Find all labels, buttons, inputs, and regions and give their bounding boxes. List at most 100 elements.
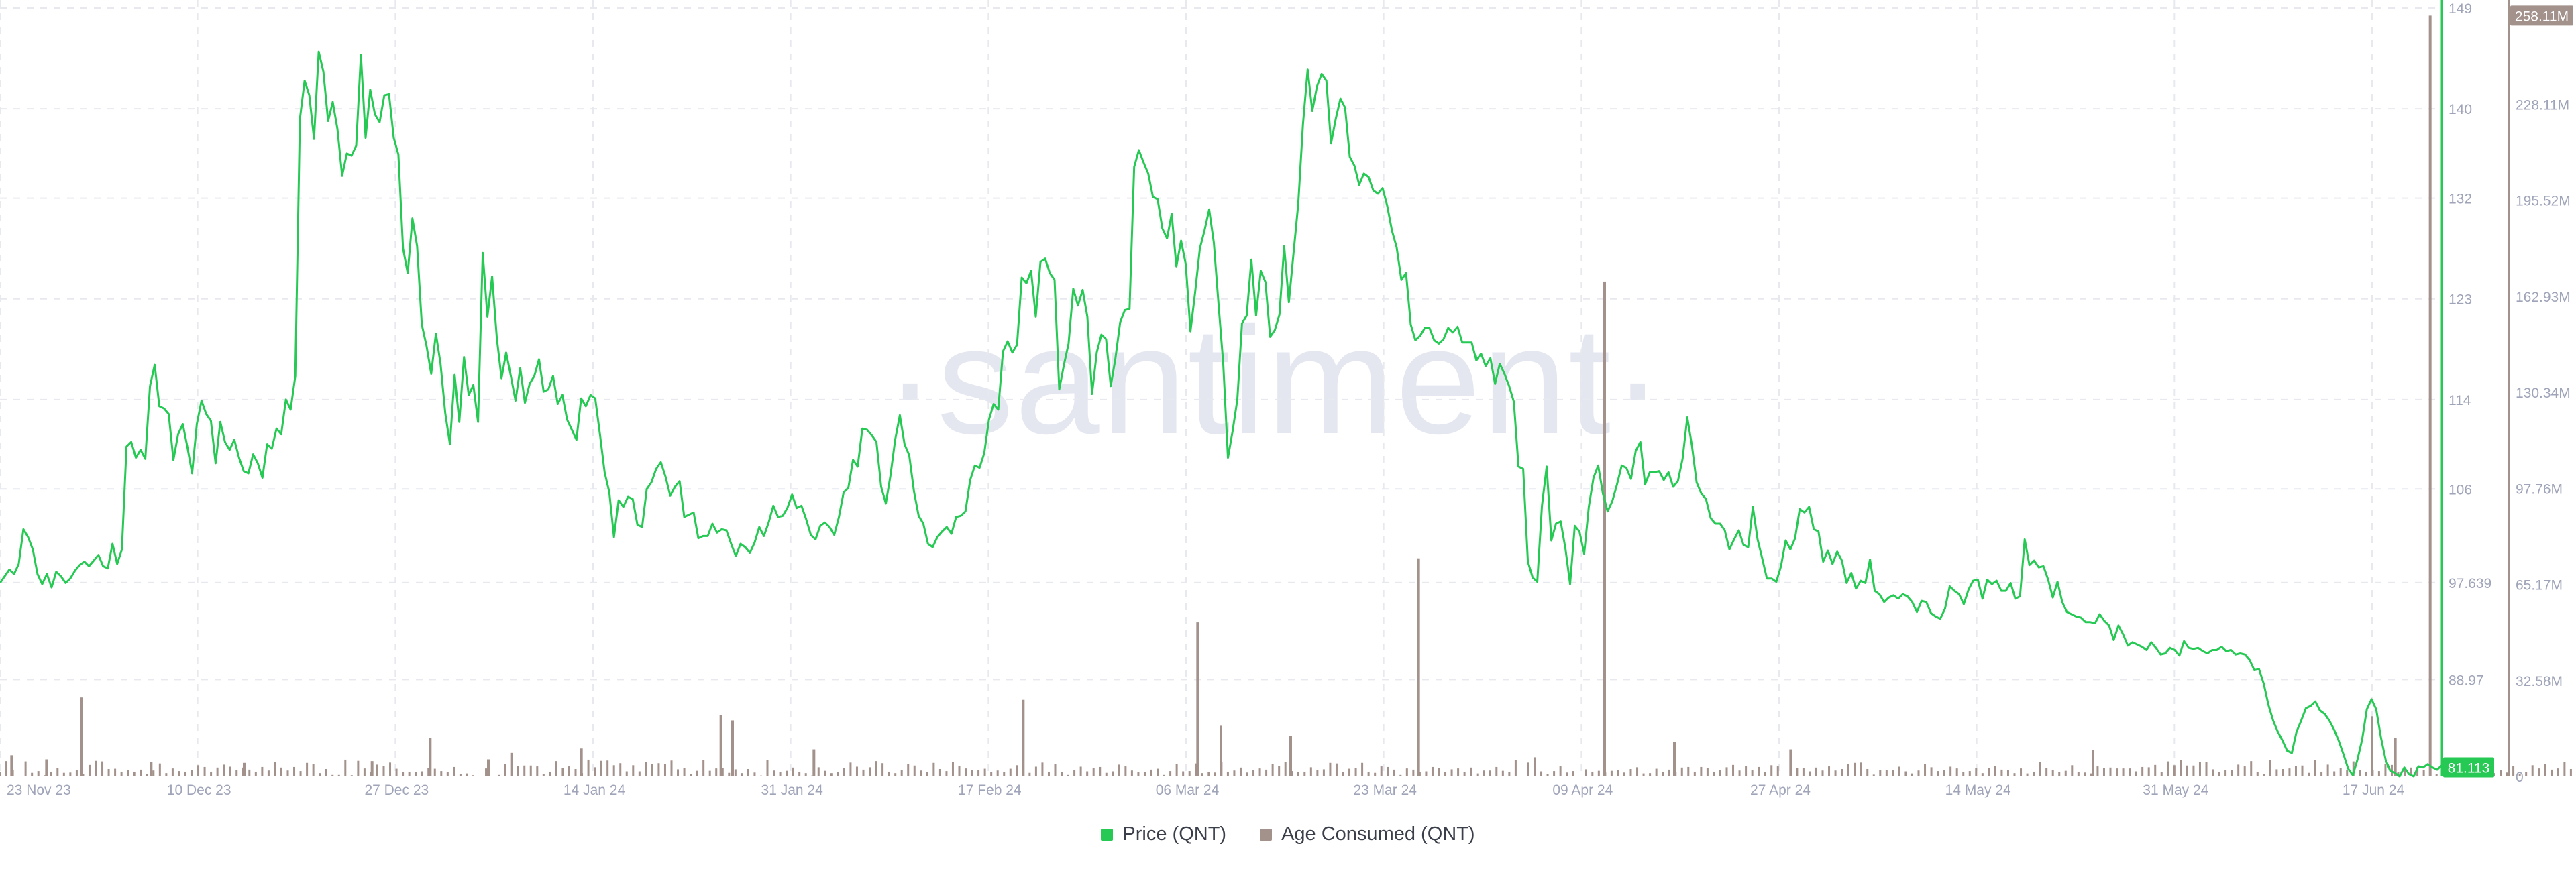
age-bar — [453, 766, 455, 776]
age-bar — [1073, 770, 1076, 776]
age-bar — [1047, 771, 1050, 776]
age-bar — [1233, 770, 1236, 776]
age-bar — [1438, 768, 1440, 776]
age-bar — [1943, 770, 1945, 776]
age-bar — [0, 772, 1, 776]
age-bar — [274, 762, 276, 776]
age-spike — [1289, 736, 1292, 776]
age-bar — [248, 769, 251, 776]
age-bar — [1399, 774, 1402, 776]
legend-label-price: Price (QNT) — [1122, 823, 1227, 845]
x-tick-label: 14 May 24 — [1945, 782, 2011, 798]
age-bar — [1309, 767, 1312, 776]
age-spike — [370, 761, 374, 776]
age-bar — [2352, 761, 2355, 776]
age-bar — [945, 771, 948, 776]
age-bar — [504, 764, 506, 776]
age-bar — [1387, 766, 1389, 776]
legend-item-age[interactable]: Age Consumed (QNT) — [1260, 823, 1475, 845]
age-bar — [2404, 769, 2406, 776]
age-bar — [223, 764, 225, 776]
x-tick-label: 17 Feb 24 — [958, 782, 1022, 798]
age-bar — [708, 770, 711, 776]
age-bar — [146, 774, 148, 776]
age-bar — [632, 765, 635, 776]
age-bar — [446, 772, 449, 776]
age-bar — [996, 770, 999, 776]
age-bar — [2531, 765, 2534, 776]
age-bar — [62, 772, 65, 776]
age-bar — [280, 767, 282, 776]
age-bar — [350, 775, 353, 776]
age-bar — [433, 768, 436, 776]
age-bar — [2384, 764, 2387, 776]
age-bar — [2147, 767, 2150, 776]
age-bar — [555, 761, 557, 776]
age-bar — [133, 771, 136, 776]
price-tick-label: 149 — [2449, 1, 2472, 17]
age-bar — [2339, 768, 2342, 776]
price-tick-label: 123 — [2449, 292, 2472, 308]
age-tick-label: 162.93M — [2516, 290, 2571, 305]
age-bar — [1361, 762, 1364, 776]
age-bar — [2288, 768, 2291, 776]
age-bar — [568, 766, 570, 776]
age-bar — [1425, 771, 1428, 776]
age-bar — [1776, 766, 1779, 776]
age-bar — [2186, 765, 2188, 776]
age-bar — [2346, 770, 2349, 776]
age-bar — [2020, 768, 2023, 776]
age-bar — [2557, 768, 2559, 776]
age-bar — [127, 770, 129, 776]
legend-item-price[interactable]: Price (QNT) — [1101, 823, 1226, 845]
age-current-label: 258.11M — [2515, 9, 2569, 24]
age-bar — [1527, 762, 1529, 776]
age-bar — [779, 772, 782, 776]
age-spike — [1022, 699, 1025, 776]
age-bar — [357, 760, 360, 776]
age-bar — [1405, 768, 1408, 776]
age-bar — [191, 770, 193, 776]
age-bar — [1700, 766, 1703, 776]
age-bar — [715, 768, 718, 776]
age-bar — [325, 769, 327, 776]
age-bar — [1898, 766, 1900, 776]
age-bar — [498, 774, 500, 776]
age-bar — [2563, 762, 2566, 776]
age-bar — [1655, 768, 1658, 776]
age-bar — [82, 774, 85, 776]
age-bar — [766, 760, 769, 776]
age-bar — [1546, 774, 1549, 776]
age-tick-label: 130.34M — [2516, 386, 2571, 401]
age-bar — [2275, 769, 2278, 776]
age-spike — [510, 752, 513, 776]
age-bar — [971, 770, 973, 776]
x-tick-label: 31 Jan 24 — [761, 782, 824, 798]
age-bar — [536, 766, 539, 776]
age-bar — [459, 774, 462, 776]
age-consumed-series — [0, 15, 2572, 777]
age-bar — [1322, 769, 1325, 776]
age-bar — [254, 771, 257, 776]
age-spike — [10, 755, 13, 776]
age-bar — [645, 762, 647, 776]
age-bar — [1597, 770, 1600, 776]
age-bar — [804, 773, 807, 776]
age-bar — [2263, 774, 2265, 776]
x-tick-label: 10 Dec 23 — [167, 782, 231, 798]
age-bar — [824, 770, 826, 776]
age-bar — [1572, 771, 1574, 776]
age-bar — [1680, 767, 1683, 776]
age-bar — [1585, 769, 1587, 776]
age-bar — [523, 765, 526, 776]
santiment-watermark: ·santiment· — [885, 296, 1664, 466]
age-bar — [1930, 767, 1933, 776]
age-tick-label: 228.11M — [2516, 97, 2569, 113]
age-bar — [1559, 766, 1562, 776]
price-tick-label: 88.97 — [2449, 673, 2484, 688]
age-bar — [466, 773, 468, 776]
age-bar — [900, 770, 903, 776]
age-bar — [2512, 766, 2515, 776]
age-bar — [1041, 762, 1044, 776]
age-tick-label: 97.76M — [2516, 481, 2563, 497]
